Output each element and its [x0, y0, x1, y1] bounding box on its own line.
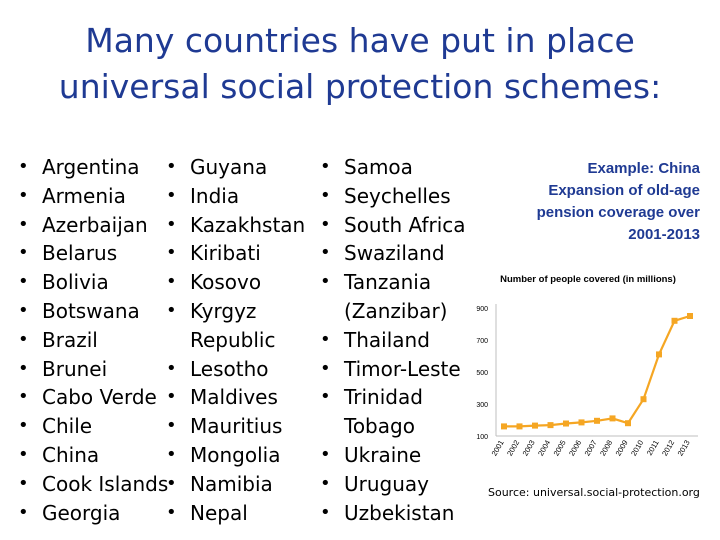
country-list-item: Brazil: [18, 326, 168, 355]
country-list-item: Botswana: [18, 297, 168, 326]
country-list-item: Seychelles: [320, 182, 466, 211]
example-line-3: pension coverage over: [536, 204, 700, 221]
data-point: [656, 351, 662, 358]
country-list-item: Brunei: [18, 355, 168, 384]
country-list-item: Samoa: [320, 153, 466, 182]
country-list-item: China: [18, 441, 168, 470]
country-list-item: Mauritius: [166, 412, 305, 441]
country-list-item: Kazakhstan: [166, 211, 305, 240]
data-point: [687, 313, 693, 319]
country-list-item: Chile: [18, 412, 168, 441]
slide-title-line-1: Many countries have put in place: [85, 21, 635, 60]
country-list-item: Tanzania: [320, 268, 466, 297]
x-tick-label: 2011: [645, 439, 661, 457]
slide-title-line-2: universal social protection schemes:: [58, 67, 662, 106]
data-point: [625, 420, 631, 427]
x-tick-label: 2012: [660, 439, 676, 458]
country-list-item: Uzbekistan: [320, 499, 466, 528]
example-heading: Example: China Expansion of old-age pens…: [460, 158, 700, 246]
country-list-item: Armenia: [18, 182, 168, 211]
country-list-item: Thailand: [320, 326, 466, 355]
data-point: [563, 420, 569, 427]
example-line-2: Expansion of old-age: [548, 182, 700, 199]
country-list-item: Azerbaijan: [18, 211, 168, 240]
y-tick-label: 500: [476, 370, 488, 377]
country-list-item: Cook Islands: [18, 470, 168, 499]
country-list-item: Argentina: [18, 153, 168, 182]
data-point: [671, 317, 678, 324]
data-point: [532, 422, 538, 429]
country-list-item: Kiribati: [166, 239, 305, 268]
country-list-item: Cabo Verde: [18, 383, 168, 412]
x-tick-label: 2004: [536, 439, 552, 458]
x-tick-label: 2006: [567, 439, 583, 458]
country-list-item: Namibia: [166, 470, 305, 499]
example-line-4: 2001-2013: [628, 226, 700, 243]
example-line-1: Example: China: [587, 160, 700, 177]
x-tick-label: 2013: [676, 439, 692, 458]
x-tick-label: 2001: [490, 439, 506, 458]
y-tick-label: 300: [476, 402, 488, 409]
country-list-column-1: ArgentinaArmeniaAzerbaijanBelarusBolivia…: [18, 153, 168, 527]
chart-title: Number of people covered (in millions): [500, 274, 676, 285]
x-tick-label: 2008: [598, 439, 614, 458]
country-list-item: Uruguay: [320, 470, 466, 499]
series-line: [504, 314, 691, 428]
x-tick-label: 2002: [505, 439, 521, 458]
country-list-item: Georgia: [18, 499, 168, 528]
country-list-item: Guyana: [166, 153, 305, 182]
data-point: [501, 423, 507, 430]
country-list-item: Swaziland: [320, 239, 466, 268]
slide-title: Many countries have put in place univers…: [0, 18, 720, 110]
source-note: Source: universal.social-protection.org: [488, 486, 700, 499]
country-list-item: South Africa: [320, 211, 466, 240]
country-list-item: Lesotho: [166, 355, 305, 384]
x-tick-label: 2005: [552, 439, 568, 458]
data-point: [609, 415, 616, 422]
x-tick-label: 2010: [629, 439, 645, 458]
data-point: [578, 419, 585, 426]
country-list-item: Nepal: [166, 499, 305, 528]
country-list-item: Tobago: [344, 414, 415, 439]
data-point: [594, 417, 600, 424]
data-point: [516, 423, 523, 430]
country-list-item: Kosovo: [166, 268, 305, 297]
country-list-item: Republic: [190, 327, 276, 352]
x-tick-label: 2007: [583, 439, 599, 458]
data-point: [640, 396, 647, 403]
country-list-column-3: SamoaSeychellesSouth AfricaSwazilandTanz…: [320, 153, 466, 527]
country-list-item: Timor-Leste: [320, 355, 466, 384]
country-list-item: Mongolia: [166, 441, 305, 470]
country-list-item: India: [166, 182, 305, 211]
data-point: [547, 422, 554, 429]
x-tick-label: 2003: [521, 439, 537, 458]
y-tick-label: 900: [476, 306, 488, 313]
y-tick-label: 100: [476, 434, 488, 441]
country-list-item: (Zanzibar): [344, 298, 448, 323]
country-list-item: Trinidad: [320, 383, 466, 412]
country-list-item: Kyrgyz: [166, 297, 305, 326]
country-list-item: Ukraine: [320, 441, 466, 470]
x-tick-label: 2009: [614, 439, 630, 458]
country-list-item: Bolivia: [18, 268, 168, 297]
country-list-item: Belarus: [18, 239, 168, 268]
y-tick-label: 700: [476, 338, 488, 345]
country-list-item: Maldives: [166, 383, 305, 412]
country-list-column-2: GuyanaIndiaKazakhstanKiribatiKosovoKyrgy…: [166, 153, 305, 527]
